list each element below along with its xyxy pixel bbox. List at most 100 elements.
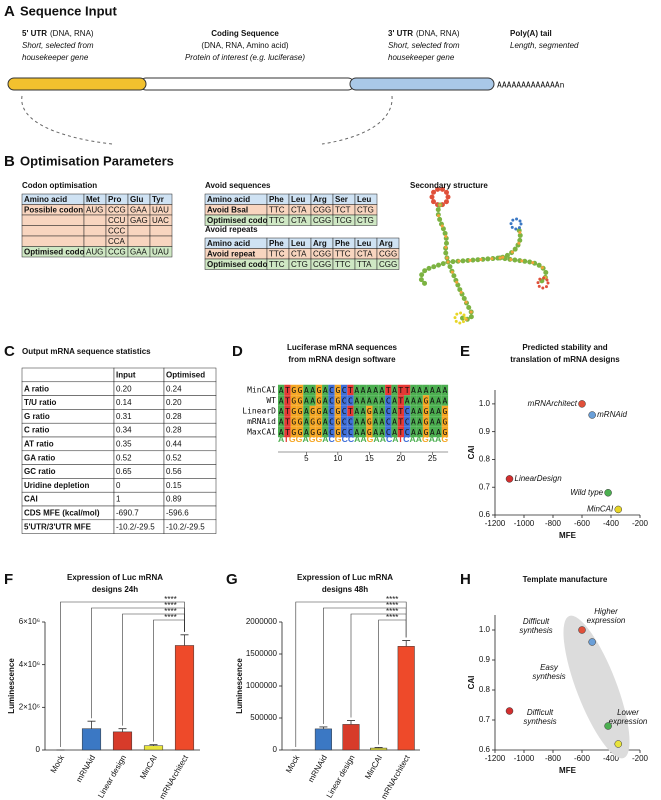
nucleotide-cell — [334, 395, 341, 406]
bar — [370, 747, 388, 751]
nucleotide-cell — [372, 384, 379, 396]
structure-loop — [536, 276, 550, 290]
nucleotide-cell — [322, 426, 329, 438]
nucleotide-cell — [435, 384, 442, 396]
nucleotide-cell — [278, 395, 285, 406]
sequence-name: MinCAI — [247, 386, 276, 395]
x-tick-label: -200 — [632, 754, 649, 763]
element-description: housekeeper gene — [22, 53, 89, 62]
nucleotide-cell — [290, 384, 297, 396]
bar — [397, 646, 415, 751]
logo-letter: G — [289, 435, 296, 444]
data-point — [614, 740, 622, 748]
table-text: T/U ratio — [24, 398, 57, 407]
logo-letter: G — [422, 435, 429, 444]
x-tick-label: -1200 — [485, 754, 506, 763]
highlight-region — [563, 615, 630, 759]
table-text: 0.56 — [166, 467, 182, 476]
y-tick-label: 0.6 — [479, 745, 491, 754]
nucleotide-cell — [391, 395, 398, 406]
utr3-bar — [349, 77, 495, 91]
sequence: ATGGAAGACGCCAAAAACATAAAGAAA — [279, 397, 448, 406]
table-text: Arg — [313, 195, 327, 204]
panel-title: Luciferase mRNA sequences — [287, 343, 398, 352]
logo-letter: A — [322, 435, 329, 444]
panel-label: B — [4, 153, 15, 170]
x-tick-label: mRNAid — [306, 754, 329, 784]
table-text: AUG — [86, 247, 103, 256]
logo-letter: A — [302, 435, 309, 444]
table-text: CTG — [357, 205, 374, 214]
annotation: Higher — [594, 607, 618, 616]
table-text: GAG — [130, 216, 148, 225]
nucleotide-cell — [290, 395, 297, 406]
table-text: Optimised — [166, 371, 205, 380]
y-tick-label: 500000 — [250, 713, 277, 722]
bar — [174, 645, 195, 751]
nucleotide-cell — [372, 405, 379, 417]
table-text: 0.52 — [166, 453, 182, 462]
logo-letter: A — [278, 435, 285, 444]
logo-letter: A — [354, 435, 361, 444]
table-text: 0.20 — [166, 398, 182, 407]
table-text: 0.65 — [116, 467, 132, 476]
y-tick-label: 2000000 — [246, 617, 278, 626]
rna-structure — [418, 186, 550, 325]
table-text: Arg — [379, 239, 393, 248]
nucleotide-cell — [404, 426, 411, 438]
nucleotide-cell — [347, 395, 354, 406]
table-text: 0.89 — [166, 495, 182, 504]
nucleotide-cell — [296, 405, 304, 417]
nucleotide-cell — [278, 405, 285, 417]
nucleotide-cell — [334, 426, 341, 438]
table-text: 0.31 — [116, 412, 132, 421]
nucleotide-cell — [353, 405, 360, 417]
logo-letter: A — [373, 435, 380, 444]
table-text: GA ratio — [24, 453, 55, 462]
table-text: TTC — [269, 249, 285, 258]
table-text: 0.34 — [116, 426, 132, 435]
table-text: CTA — [291, 216, 307, 225]
sequence-name: mRNAid — [247, 417, 276, 426]
chart-title: Template manufacture — [523, 575, 608, 584]
table-text: -10.2/-29.5 — [116, 522, 155, 531]
annotation: Lower — [617, 708, 639, 717]
nucleotide-cell — [341, 395, 348, 406]
y-axis-label: Luminescence — [7, 658, 16, 714]
nucleotide-cell — [284, 384, 291, 396]
nucleotide-cell — [315, 405, 323, 417]
point-label: LinearDesign — [515, 474, 563, 483]
table-text: 0.52 — [116, 453, 132, 462]
table-text: CGG — [313, 205, 331, 214]
table-text: Phe — [269, 195, 284, 204]
significance-label: **** — [164, 601, 176, 610]
nucleotide-cell — [341, 426, 348, 438]
nucleotide-cell — [410, 384, 417, 396]
y-tick-label: 0.8 — [479, 685, 491, 694]
table-text: AUG — [86, 205, 103, 214]
bar — [314, 728, 332, 751]
error-bar — [347, 720, 355, 725]
nucleotide-cell — [441, 395, 449, 406]
nucleotide-cell — [328, 416, 335, 427]
annotation: synthesis — [532, 672, 565, 681]
data-point — [604, 722, 612, 730]
sequence-name: MaxCAI — [247, 428, 276, 437]
logo-letter: A — [360, 435, 367, 444]
table-text: CCG — [108, 205, 126, 214]
nucleotide-cell — [404, 416, 411, 427]
annotation: Difficult — [523, 617, 550, 626]
element-name: 5' UTR — [22, 29, 47, 38]
sequence-logo: ATGGAGGACGCCAAGAACATCAAGAAG — [278, 435, 448, 444]
error-bar — [149, 744, 158, 746]
nucleotide-cell — [391, 426, 398, 438]
table-cell — [376, 258, 400, 270]
x-tick-label: -200 — [632, 519, 649, 528]
x-tick-label: -800 — [545, 519, 562, 528]
table-text: CGG — [313, 249, 331, 258]
table-text: Tyr — [152, 195, 164, 204]
logo-letter: A — [409, 435, 416, 444]
section-title: Secondary structure — [410, 181, 488, 190]
table-text: -10.2/-29.5 — [166, 522, 205, 531]
sequence: ATGGAGGACGCCAAGAACATCAAGAAG — [279, 428, 448, 437]
